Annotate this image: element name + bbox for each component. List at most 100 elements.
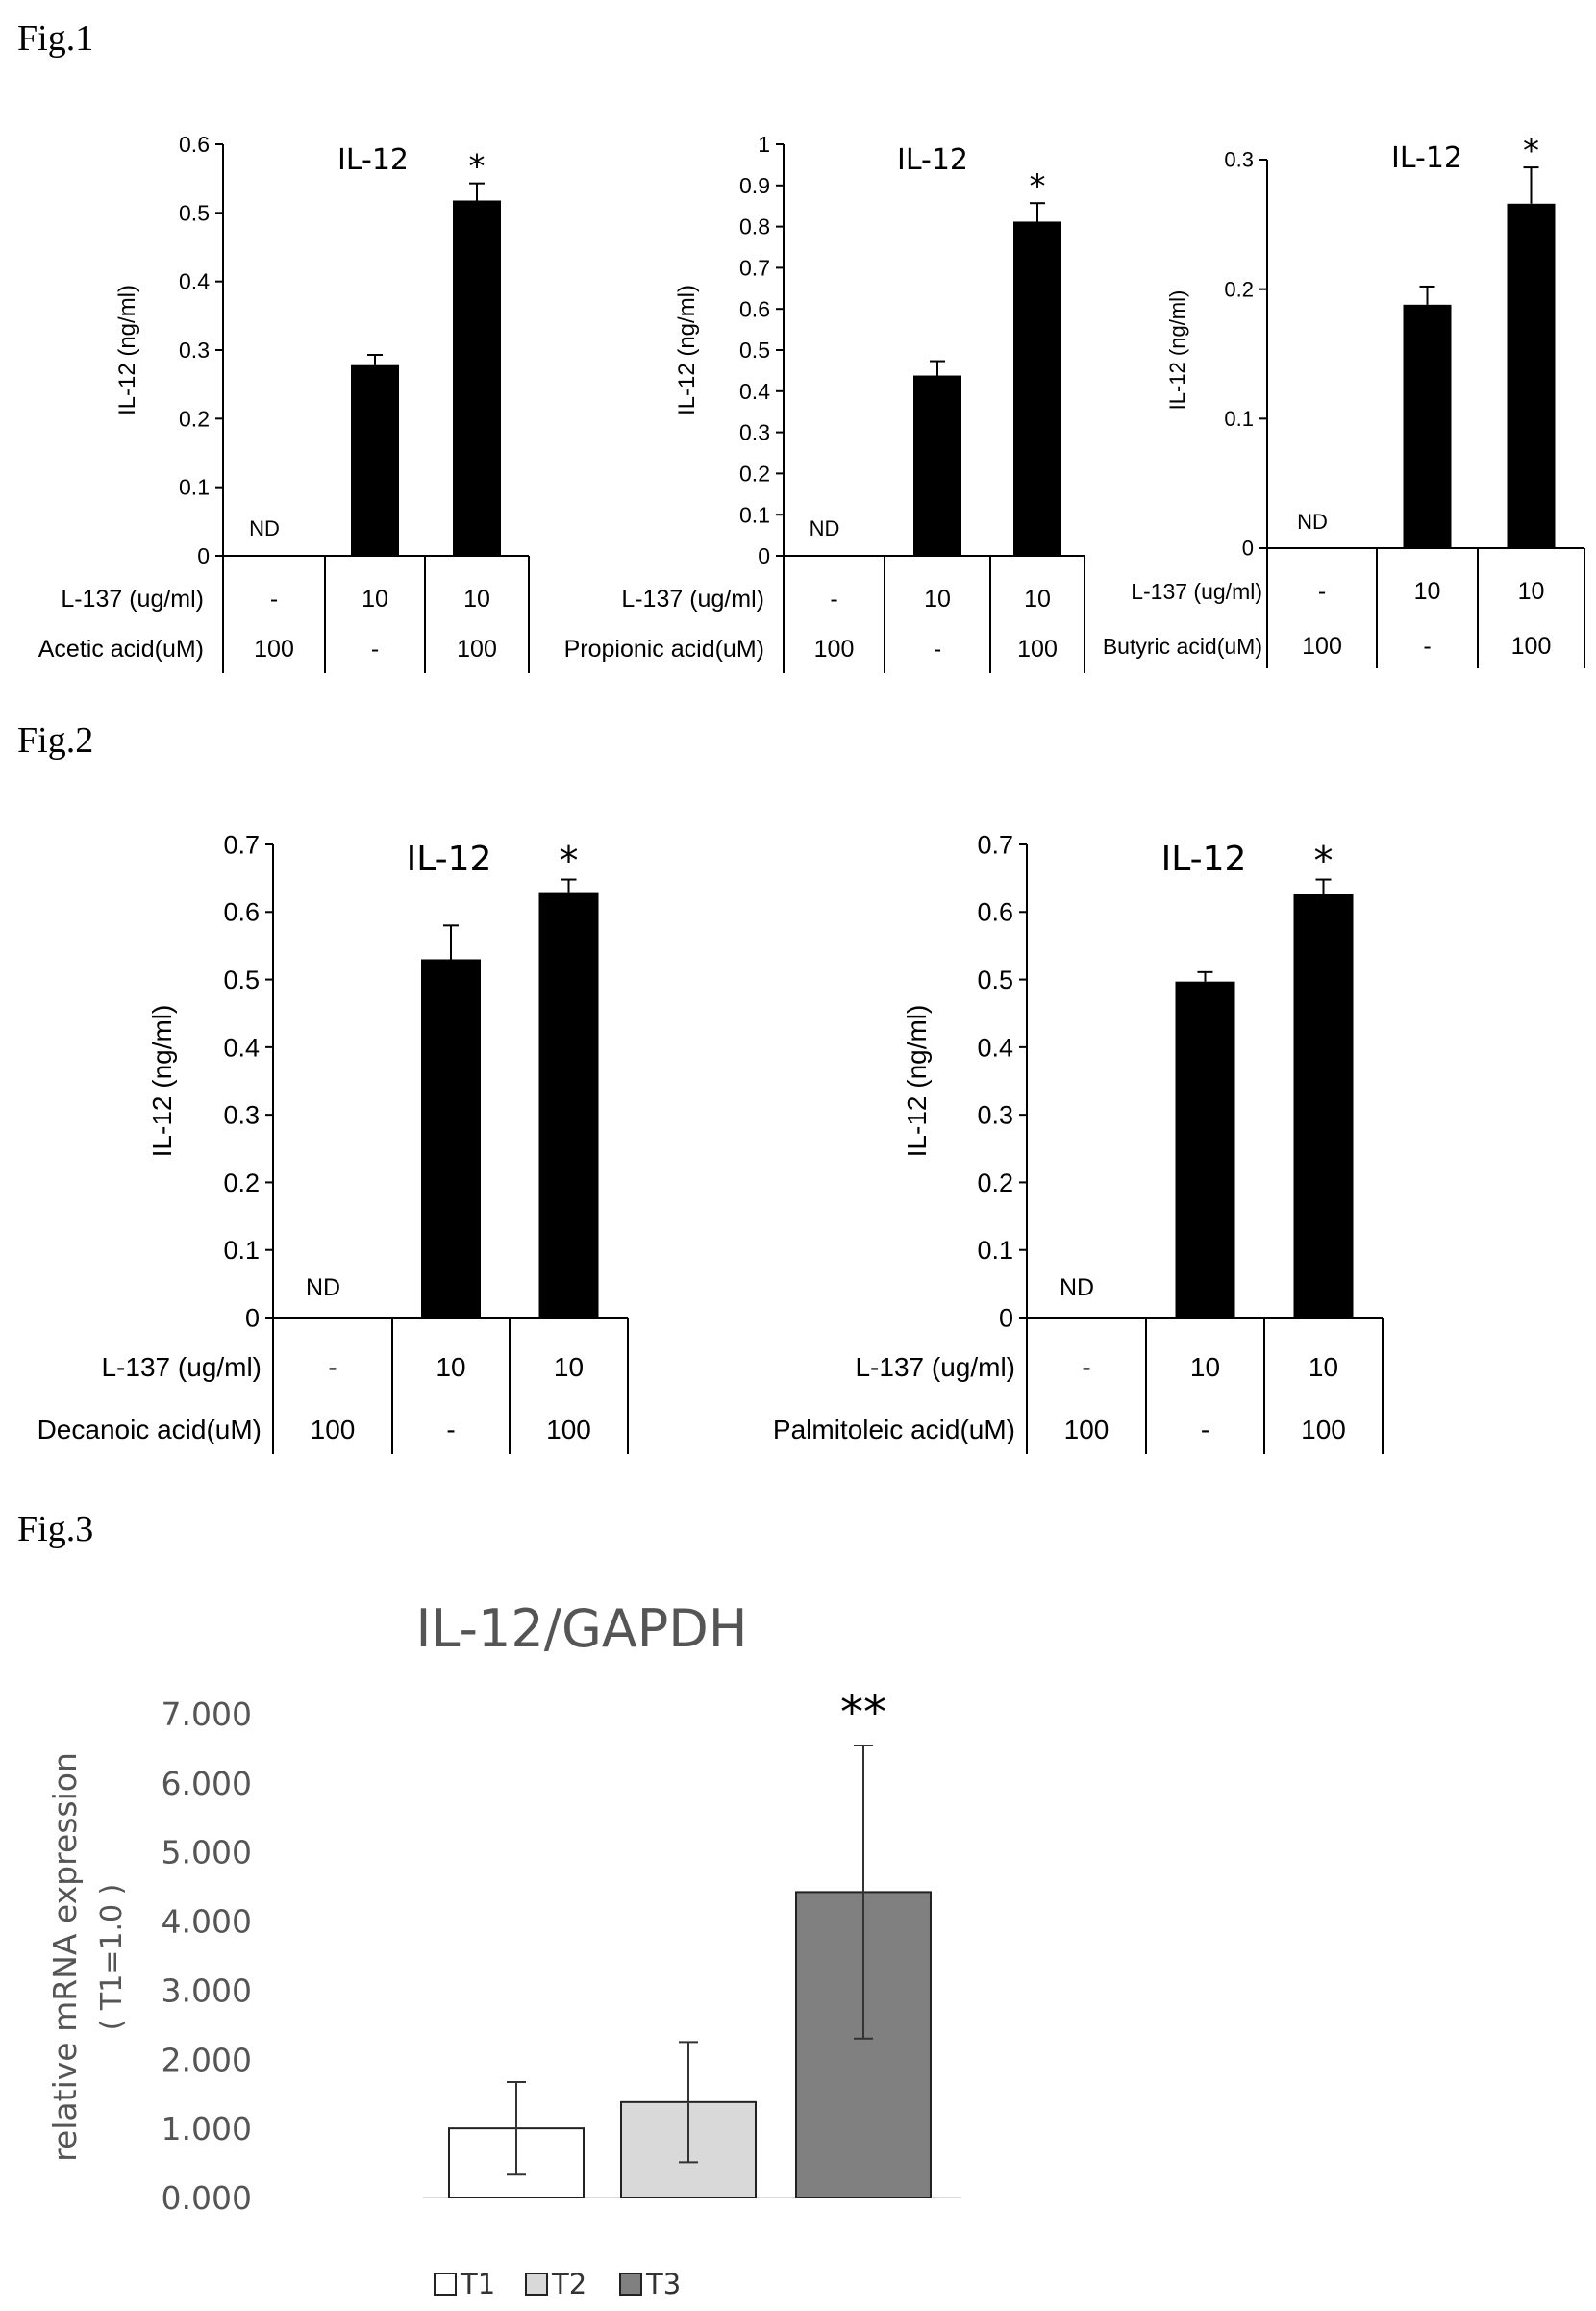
c1-y-tick-label: 0.6 — [179, 132, 210, 157]
f3-legend-swatch — [434, 2273, 457, 2296]
c1-y-tick-label: 0.2 — [179, 406, 210, 431]
c2-y-axis-title: IL-12 (ng/ml) — [674, 285, 700, 415]
c3-nd-label: ND — [1297, 510, 1328, 534]
c1-cell: 100 — [254, 636, 294, 663]
c5-y-axis-title: IL-12 (ng/ml) — [902, 1005, 932, 1158]
c4-row-label: Decanoic acid(uM) — [37, 1415, 262, 1444]
c2-cell: - — [830, 586, 837, 613]
c1-y-tick-label: 0.3 — [179, 338, 210, 363]
c1-title: IL-12 — [337, 143, 409, 177]
c3-title: IL-12 — [1391, 141, 1462, 175]
c5-significance-marker: * — [1314, 840, 1334, 884]
c2-significance-marker: * — [1030, 167, 1046, 206]
c5-row-label: L-137 (ug/ml) — [855, 1352, 1015, 1382]
c5-bar — [1175, 981, 1235, 1318]
c5-title: IL-12 — [1161, 840, 1247, 879]
c4-y-axis-title: IL-12 (ng/ml) — [147, 1005, 177, 1158]
fig2-label: Fig.2 — [17, 720, 93, 761]
c4-cell: 100 — [546, 1415, 591, 1444]
fig1-label: Fig.1 — [17, 18, 93, 59]
c4-cell: - — [328, 1352, 337, 1382]
c4-y-tick-label: 0.3 — [223, 1101, 260, 1130]
f3-y-tick-label: 4.000 — [162, 1903, 252, 1941]
c2-cell: 10 — [1024, 586, 1051, 613]
c5-y-tick-label: 0.5 — [977, 966, 1013, 994]
c2-y-tick-label: 0.8 — [739, 214, 770, 239]
f3-y-tick-label: 5.000 — [162, 1834, 252, 1871]
c3-cell: - — [1318, 578, 1326, 605]
c2-y-tick-label: 0.5 — [739, 338, 770, 363]
c2-nd-label: ND — [810, 516, 840, 540]
c4-bar — [421, 959, 481, 1318]
f3-y-tick-label: 0.000 — [162, 2179, 252, 2217]
c2-y-tick-label: 0.4 — [739, 379, 770, 404]
f3-legend-label: T1 — [460, 2268, 495, 2300]
c1-significance-marker: * — [469, 148, 486, 187]
c3-y-tick-label: 0.2 — [1224, 277, 1254, 301]
c3-row-label: Butyric acid(uM) — [1103, 634, 1262, 659]
c5-y-tick-label: 0.6 — [977, 898, 1013, 927]
c4-y-tick-label: 0.6 — [223, 898, 260, 927]
c5-y-tick-label: 0.7 — [977, 830, 1013, 859]
c1-cell: - — [371, 636, 379, 663]
c1-cell: - — [270, 586, 278, 613]
c5-y-tick-label: 0.1 — [977, 1236, 1013, 1265]
c4-cell: 10 — [436, 1352, 465, 1382]
c3-bar — [1507, 203, 1556, 548]
c4-y-tick-label: 0.4 — [223, 1033, 260, 1062]
charts-group: 0 0.1 0.2 0.3 0.4 0.5 0.6 IL-12 (ng/ml) IL-12 ND *… — [37, 132, 1585, 2300]
f3-legend-swatch — [619, 2273, 642, 2296]
c3-cell: 10 — [1414, 578, 1441, 605]
f3-y-tick-label: 2.000 — [162, 2041, 252, 2078]
c2-cell: - — [934, 636, 941, 663]
c3-significance-marker: * — [1523, 132, 1539, 170]
f3-y-axis-subtitle: ( T1=1.0 ) — [95, 1884, 129, 2031]
c4-y-tick-label: 0.5 — [223, 966, 260, 994]
c2-y-tick-label: 0.1 — [739, 502, 770, 527]
c4-y-tick-label: 0 — [245, 1303, 260, 1332]
c4-significance-marker: * — [560, 840, 579, 884]
c4-cell: - — [446, 1415, 455, 1444]
c2-y-tick-label: 0 — [758, 543, 770, 568]
c1-row-label: Acetic acid(uM) — [38, 636, 204, 663]
c4-bar — [538, 892, 599, 1318]
f3-significance-marker: ** — [840, 1686, 886, 1740]
f3-legend-label: T2 — [551, 2268, 586, 2300]
c4-y-tick-label: 0.2 — [223, 1168, 260, 1197]
c3-cell: - — [1423, 633, 1431, 660]
c1-y-tick-label: 0.5 — [179, 200, 210, 225]
fig3-label: Fig.3 — [17, 1509, 93, 1549]
c2-bar — [913, 375, 961, 556]
c1-cell: 100 — [457, 636, 497, 663]
f3-legend-swatch — [525, 2273, 548, 2296]
c5-y-tick-label: 0 — [999, 1303, 1013, 1332]
c5-cell: 10 — [1190, 1352, 1220, 1382]
c1-y-tick-label: 0 — [197, 543, 210, 568]
c3-cell: 10 — [1518, 578, 1545, 605]
c5-y-tick-label: 0.3 — [977, 1101, 1013, 1130]
c3-y-tick-label: 0.1 — [1224, 407, 1254, 431]
c2-y-tick-label: 0.2 — [739, 461, 770, 486]
c2-title: IL-12 — [897, 143, 968, 177]
c5-cell: - — [1201, 1415, 1209, 1444]
c4-title: IL-12 — [407, 840, 492, 879]
c2-y-tick-label: 1 — [758, 132, 770, 157]
c3-y-tick-label: 0 — [1242, 537, 1254, 561]
c1-y-axis-title: IL-12 (ng/ml) — [114, 285, 140, 415]
f3-y-axis-title: relative mRNA expression — [46, 1752, 84, 2162]
c1-bar — [453, 200, 501, 556]
c5-y-tick-label: 0.2 — [977, 1168, 1013, 1197]
c5-cell: 100 — [1301, 1415, 1346, 1444]
c3-cell: 100 — [1302, 633, 1342, 660]
c1-bar — [351, 364, 399, 556]
c1-cell: 10 — [463, 586, 490, 613]
c2-y-tick-label: 0.7 — [739, 255, 770, 280]
f3-y-tick-label: 7.000 — [162, 1696, 252, 1733]
c2-cell: 10 — [924, 586, 951, 613]
f3-y-tick-label: 6.000 — [162, 1765, 252, 1802]
c5-cell: 10 — [1309, 1352, 1338, 1382]
c1-y-tick-label: 0.1 — [179, 475, 210, 500]
c4-nd-label: ND — [306, 1274, 340, 1301]
c4-row-label: L-137 (ug/ml) — [101, 1352, 262, 1382]
